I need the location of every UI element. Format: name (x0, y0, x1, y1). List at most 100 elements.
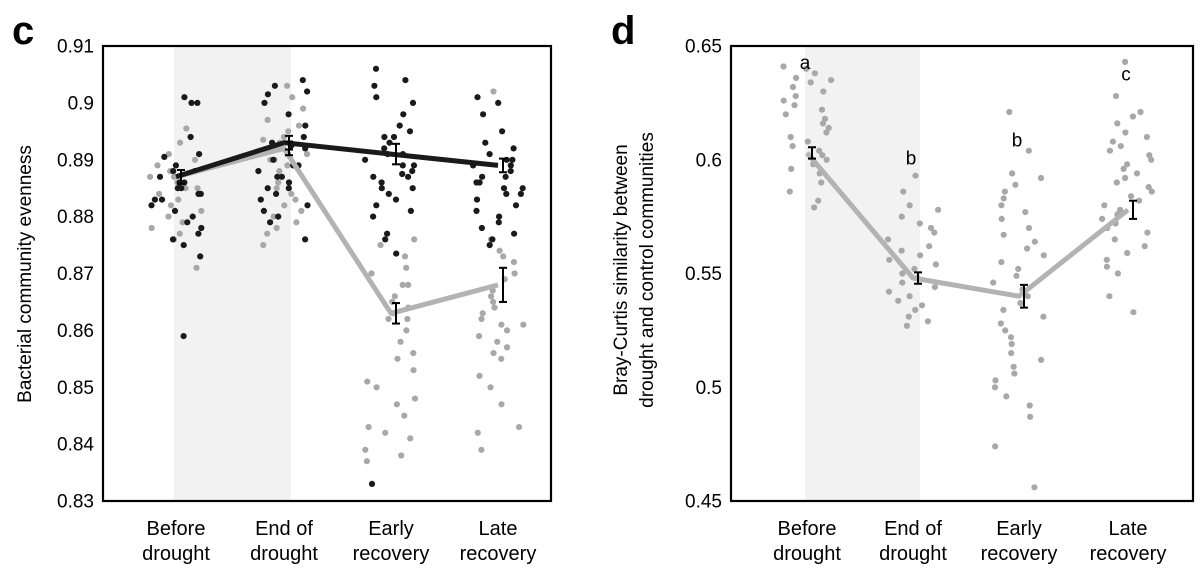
data-point (886, 256, 893, 263)
data-point (175, 196, 182, 203)
data-point (188, 99, 195, 106)
data-point (373, 384, 380, 391)
data-point (500, 185, 508, 192)
data-point (194, 99, 201, 106)
data-point (476, 372, 483, 379)
data-point (818, 179, 825, 186)
data-point (151, 196, 158, 203)
data-point (1130, 309, 1137, 316)
panel-c-error-bars (177, 134, 507, 325)
data-point (1031, 484, 1038, 491)
data-point (169, 236, 177, 243)
data-point (399, 281, 406, 288)
data-point (503, 190, 510, 197)
data-point (180, 242, 187, 249)
data-point (300, 105, 307, 112)
data-point (407, 207, 414, 214)
data-point (1117, 143, 1124, 150)
data-point (181, 94, 188, 101)
data-point (400, 111, 407, 118)
data-point (998, 202, 1005, 209)
data-point (264, 230, 271, 237)
error-bar (285, 134, 293, 151)
data-point (403, 327, 410, 334)
data-point (385, 190, 392, 197)
panel-d-x-tick-label-line1: Late (1109, 518, 1148, 540)
data-point (519, 185, 526, 192)
data-point (373, 202, 380, 209)
data-point (991, 384, 999, 391)
data-point (382, 429, 389, 436)
significance-letter: b (1012, 130, 1023, 151)
data-point (478, 224, 485, 232)
data-point (405, 281, 412, 288)
data-point (1013, 272, 1020, 279)
data-point (398, 452, 405, 459)
significance-letter: c (1121, 64, 1131, 85)
data-point (260, 136, 267, 143)
panel-c-y-ticks: 0.83 0.84 0.85 0.86 0.87 0.88 0.89 0.9 0.91 (57, 37, 94, 513)
data-point (362, 446, 369, 453)
data-point (147, 173, 154, 180)
data-point (473, 196, 481, 203)
data-point (404, 315, 411, 323)
error-bar (808, 146, 816, 160)
data-point (303, 151, 311, 158)
data-point (177, 139, 184, 146)
panel-d-x-tick-label-line2: drought (879, 543, 947, 565)
panel-c: c 0.83 0.84 0.85 0.86 0.87 0.88 0.89 0.9 0.91 Be… (12, 9, 553, 565)
data-point (828, 77, 835, 84)
panel-d-mean-lines (805, 151, 1130, 299)
data-point (1099, 215, 1106, 222)
data-point (275, 213, 282, 220)
data-point (488, 293, 495, 300)
panel-c-x-tick-label-line2: recovery (460, 543, 537, 565)
data-point (255, 168, 262, 175)
data-point (509, 156, 516, 163)
data-point (1143, 133, 1150, 141)
data-point (479, 310, 486, 317)
data-point (285, 185, 292, 192)
data-point (498, 401, 505, 408)
data-point (1000, 306, 1007, 313)
data-point (1114, 120, 1121, 127)
data-point (385, 315, 392, 323)
data-point (1001, 188, 1009, 195)
data-point (179, 219, 186, 226)
data-point (473, 179, 480, 186)
data-point (898, 247, 905, 254)
data-point (503, 327, 511, 334)
data-point (396, 122, 403, 129)
panel-c-x-tick-label-line1: Early (368, 518, 414, 540)
data-point (932, 261, 940, 268)
data-point (1106, 147, 1113, 154)
data-point (409, 168, 416, 175)
data-point (378, 185, 385, 192)
data-point (195, 230, 202, 237)
data-point (407, 435, 414, 442)
data-point (927, 224, 935, 232)
data-point (990, 279, 997, 286)
panel-c-y-tick-label: 0.84 (57, 435, 94, 456)
data-point (167, 202, 175, 209)
data-point (474, 429, 481, 436)
data-point (1025, 147, 1032, 154)
data-point (911, 265, 918, 272)
data-point (1017, 300, 1024, 307)
data-point (1024, 245, 1031, 252)
data-point (495, 219, 502, 226)
data-point (409, 185, 416, 192)
data-point (298, 207, 305, 214)
panel-d-y-tick-label: 0.5 (696, 378, 722, 399)
data-point (187, 133, 194, 141)
data-point (368, 270, 375, 277)
data-point (924, 318, 932, 325)
data-point (158, 196, 166, 203)
data-point (474, 94, 481, 101)
data-point (512, 202, 520, 209)
data-point (402, 77, 409, 84)
error-bar (1020, 283, 1028, 309)
data-point (393, 401, 400, 408)
data-point (1112, 93, 1120, 100)
panel-c-y-tick-label: 0.86 (57, 321, 94, 342)
